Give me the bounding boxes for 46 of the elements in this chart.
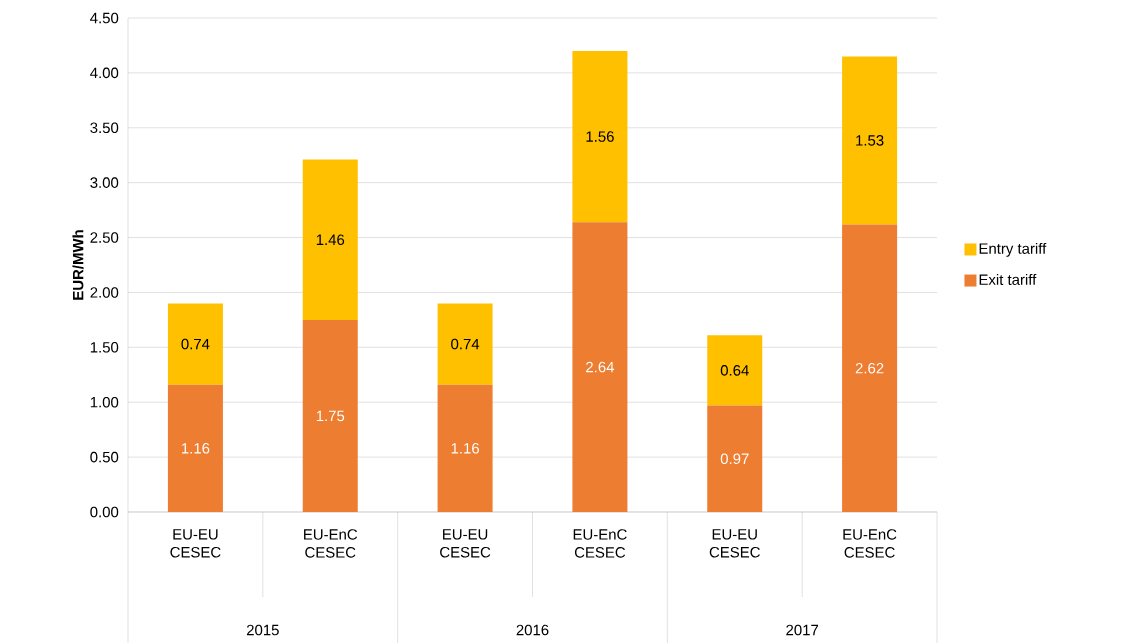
x-tick-label: EU-EU CESEC xyxy=(440,529,491,558)
bar xyxy=(572,50,628,223)
x-tick-label: EU-EnC CESEC xyxy=(304,529,358,558)
bar xyxy=(842,56,898,225)
y-tick-label: 2.50 xyxy=(90,232,119,243)
data-label: 1.75 xyxy=(316,410,345,422)
y-tick-label: 4.50 xyxy=(90,12,119,24)
bar xyxy=(842,224,898,512)
x-tick-label: EU-EU CESEC xyxy=(709,529,760,558)
bar xyxy=(572,222,628,512)
legend-label: Exit tariff xyxy=(979,273,1037,285)
y-tick-label: 0.50 xyxy=(90,451,119,463)
data-label: 2.64 xyxy=(586,361,615,373)
data-label: 2.62 xyxy=(855,362,884,374)
bar xyxy=(167,384,223,512)
bar xyxy=(707,405,763,512)
x-tick-label: EU-EU CESEC xyxy=(170,529,221,558)
data-label: 0.74 xyxy=(181,338,210,350)
data-label: 1.53 xyxy=(856,135,884,146)
bar xyxy=(302,159,358,320)
data-label: 0.97 xyxy=(720,453,749,465)
data-label: 0.64 xyxy=(720,365,749,376)
data-label: 1.16 xyxy=(182,443,210,454)
text: 2015 xyxy=(246,624,279,636)
data-label: 1.16 xyxy=(451,443,479,454)
data-label: 1.56 xyxy=(586,131,614,142)
y-tick-label: 0.00 xyxy=(90,506,119,518)
bar xyxy=(302,319,358,512)
y-tick-label: 3.00 xyxy=(90,177,119,188)
bar xyxy=(437,303,493,385)
y-tick-label: 1.50 xyxy=(90,342,119,353)
y-tick-label: 3.50 xyxy=(90,122,119,134)
y-tick-label: 2.00 xyxy=(90,287,119,298)
y-tick-label: 4.00 xyxy=(90,67,119,79)
legend-label: Entry tariff xyxy=(979,242,1047,257)
bar xyxy=(707,335,763,406)
y-tick-label: 1.00 xyxy=(90,396,119,408)
data-label: 1.46 xyxy=(316,234,345,246)
text: 2017 xyxy=(786,624,819,636)
text: 2016 xyxy=(516,624,549,636)
bar xyxy=(437,384,493,512)
y-axis-title: EUR/MWh xyxy=(72,230,84,300)
data-label: 0.74 xyxy=(451,338,480,350)
x-tick-label: EU-EnC CESEC xyxy=(843,529,897,558)
x-tick-label: EU-EnC CESEC xyxy=(573,529,627,558)
bar xyxy=(167,303,223,385)
